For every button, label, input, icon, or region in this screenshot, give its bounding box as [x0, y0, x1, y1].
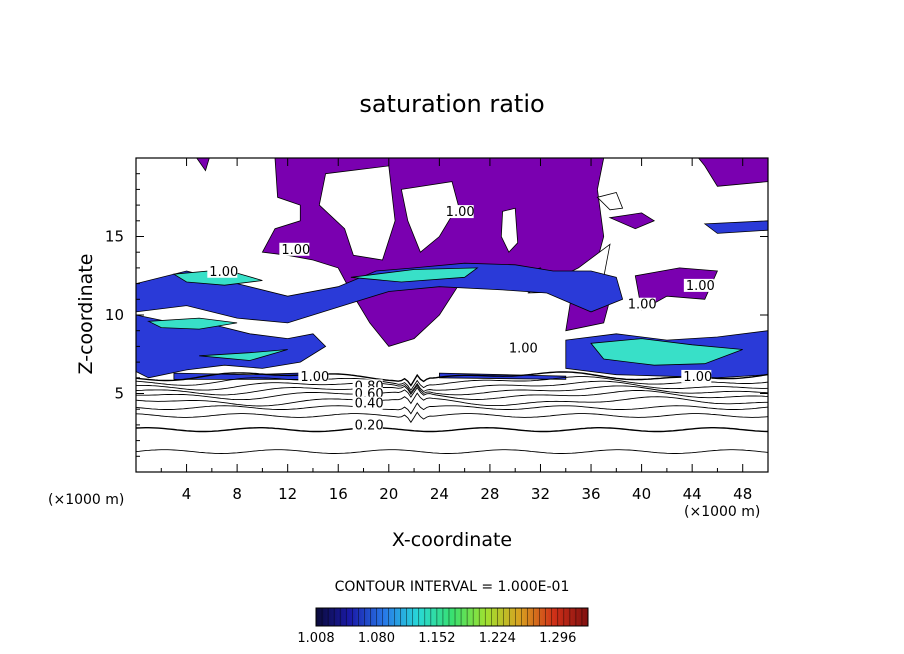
clear-air-gap [596, 192, 624, 211]
contour-line-0.5 [136, 392, 768, 407]
x-axis-label: X-coordinate [392, 529, 512, 551]
contour-labels: 1.001.001.001.001.001.001.00 1.000.800.60… [207, 205, 715, 434]
clear-air-gap [400, 181, 459, 253]
contour-line-0.6 [136, 386, 768, 401]
x-axis-unit: (×1000 m) [684, 504, 760, 520]
contour-line-0.7 [136, 384, 768, 396]
contour-label-bg [681, 369, 712, 383]
x-tick-label: 48 [733, 485, 752, 503]
mid-cloud-band [703, 220, 768, 234]
mid-cloud-core [350, 267, 479, 283]
contour-label-bg [443, 205, 474, 219]
clear-air-gap [500, 207, 519, 253]
contour-label-bg [506, 341, 537, 355]
x-tick-label: 8 [232, 485, 242, 503]
mid-cloud-core [199, 349, 288, 361]
contour-label: 1.00 [509, 342, 538, 357]
cloud-fill-regions [136, 158, 768, 380]
contour-label-bg [625, 297, 656, 311]
contour-label: 1.00 [628, 298, 657, 313]
contour-interval-text: CONTOUR INTERVAL = 1.000E-01 [335, 579, 570, 595]
colorbar-strip [315, 607, 589, 627]
x-tick-label: 32 [531, 485, 550, 503]
contour-label-bg [352, 418, 383, 432]
contour-label: 0.40 [355, 397, 384, 412]
contour-line-0.4 [136, 402, 768, 415]
upper-cloud-region [608, 212, 656, 230]
y-axis-ticks: 5 10 15 [105, 173, 768, 457]
contour-label: 1.00 [683, 370, 712, 385]
contour-label: 1.00 [446, 205, 475, 220]
y-tick-label: 10 [105, 306, 124, 324]
contour-label: 1.00 [209, 265, 238, 280]
colorbar-ticks: 1.008 1.080 1.152 1.224 1.296 [297, 631, 576, 646]
contour-label-bg [279, 242, 310, 256]
colorbar-tick-label: 1.296 [539, 631, 576, 646]
plot-area: 1.001.001.001.001.001.001.00 1.000.800.60… [136, 158, 768, 472]
y-axis-unit: (×1000 m) [48, 492, 124, 508]
colorbar-tick-label: 1.080 [358, 631, 395, 646]
colorbar-tick-label: 1.152 [418, 631, 455, 646]
chart-title: saturation ratio [359, 90, 544, 118]
x-tick-label: 16 [329, 485, 348, 503]
colorbar-segment-lines [321, 608, 583, 626]
contour-line-1 [136, 371, 768, 387]
clear-air-gap [318, 165, 396, 261]
x-tick-label: 4 [182, 485, 192, 503]
y-tick-label: 5 [114, 385, 124, 403]
contour-line-0.1 [136, 449, 768, 454]
contour-label: 1.00 [281, 243, 310, 258]
contour-label: 1.00 [686, 279, 715, 294]
x-tick-label: 40 [632, 485, 651, 503]
y-tick-label: 15 [105, 228, 124, 246]
contour-label: 1.00 [300, 370, 329, 385]
x-axis-ticks: 4 8 12 16 20 24 28 32 36 40 44 48 [160, 158, 752, 503]
contour-line-0.2 [136, 426, 768, 433]
contour-label-bg [683, 278, 714, 292]
upper-cloud-region [196, 158, 210, 172]
colorbar-tick-label: 1.008 [297, 631, 334, 646]
contour-line-0.8 [136, 380, 768, 394]
mid-cloud-core [590, 338, 743, 366]
contour-line-0.9 [136, 376, 768, 392]
colorbar-tick-label: 1.224 [479, 631, 516, 646]
contour-label-bg [207, 264, 238, 278]
contour-label-bg [298, 369, 329, 383]
subsaturated-contour-lines [136, 371, 768, 454]
x-tick-label: 36 [581, 485, 600, 503]
x-tick-label: 20 [379, 485, 398, 503]
x-tick-label: 24 [430, 485, 449, 503]
contour-line-0.3 [136, 411, 768, 424]
contour-label-bg [352, 396, 383, 410]
x-tick-label: 12 [278, 485, 297, 503]
mid-cloud-core [147, 317, 238, 330]
x-tick-label: 44 [683, 485, 702, 503]
mid-cloud-band [136, 262, 624, 324]
contour-label: 0.20 [355, 419, 384, 434]
x-tick-label: 28 [480, 485, 499, 503]
colorbar: 1.008 1.080 1.152 1.224 1.296 [297, 607, 589, 646]
y-axis-label: Z-coordinate [75, 254, 97, 375]
